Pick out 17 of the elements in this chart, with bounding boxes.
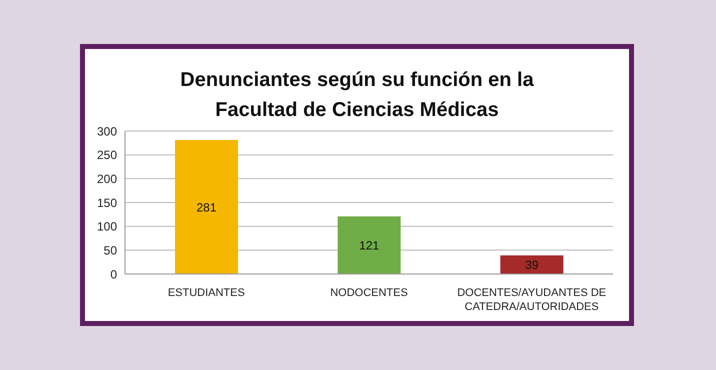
- y-tick-label: 50: [104, 243, 118, 258]
- data-label: 39: [525, 258, 539, 272]
- bar: [175, 140, 238, 274]
- y-tick-label: 150: [96, 196, 118, 210]
- bar: [338, 216, 401, 274]
- y-tick-label: 300: [96, 124, 118, 138]
- y-tick-label: 100: [96, 220, 118, 234]
- x-tick-label: DOCENTES/AYUDANTES DE CATEDRA/AUTORIDADES: [457, 287, 606, 313]
- y-tick-label: 0: [110, 267, 118, 282]
- x-tick-label: NODOCENTES: [330, 287, 408, 299]
- data-label: 281: [196, 200, 217, 214]
- x-tick-label: ESTUDIANTES: [168, 287, 245, 299]
- y-tick-label: 250: [96, 148, 118, 162]
- chart-title: Denunciantes según su función en la Facultad de Ciencias Médicas: [179, 68, 535, 123]
- bar: [500, 255, 564, 274]
- data-label: 121: [359, 238, 380, 252]
- y-tick-label: 200: [96, 172, 118, 186]
